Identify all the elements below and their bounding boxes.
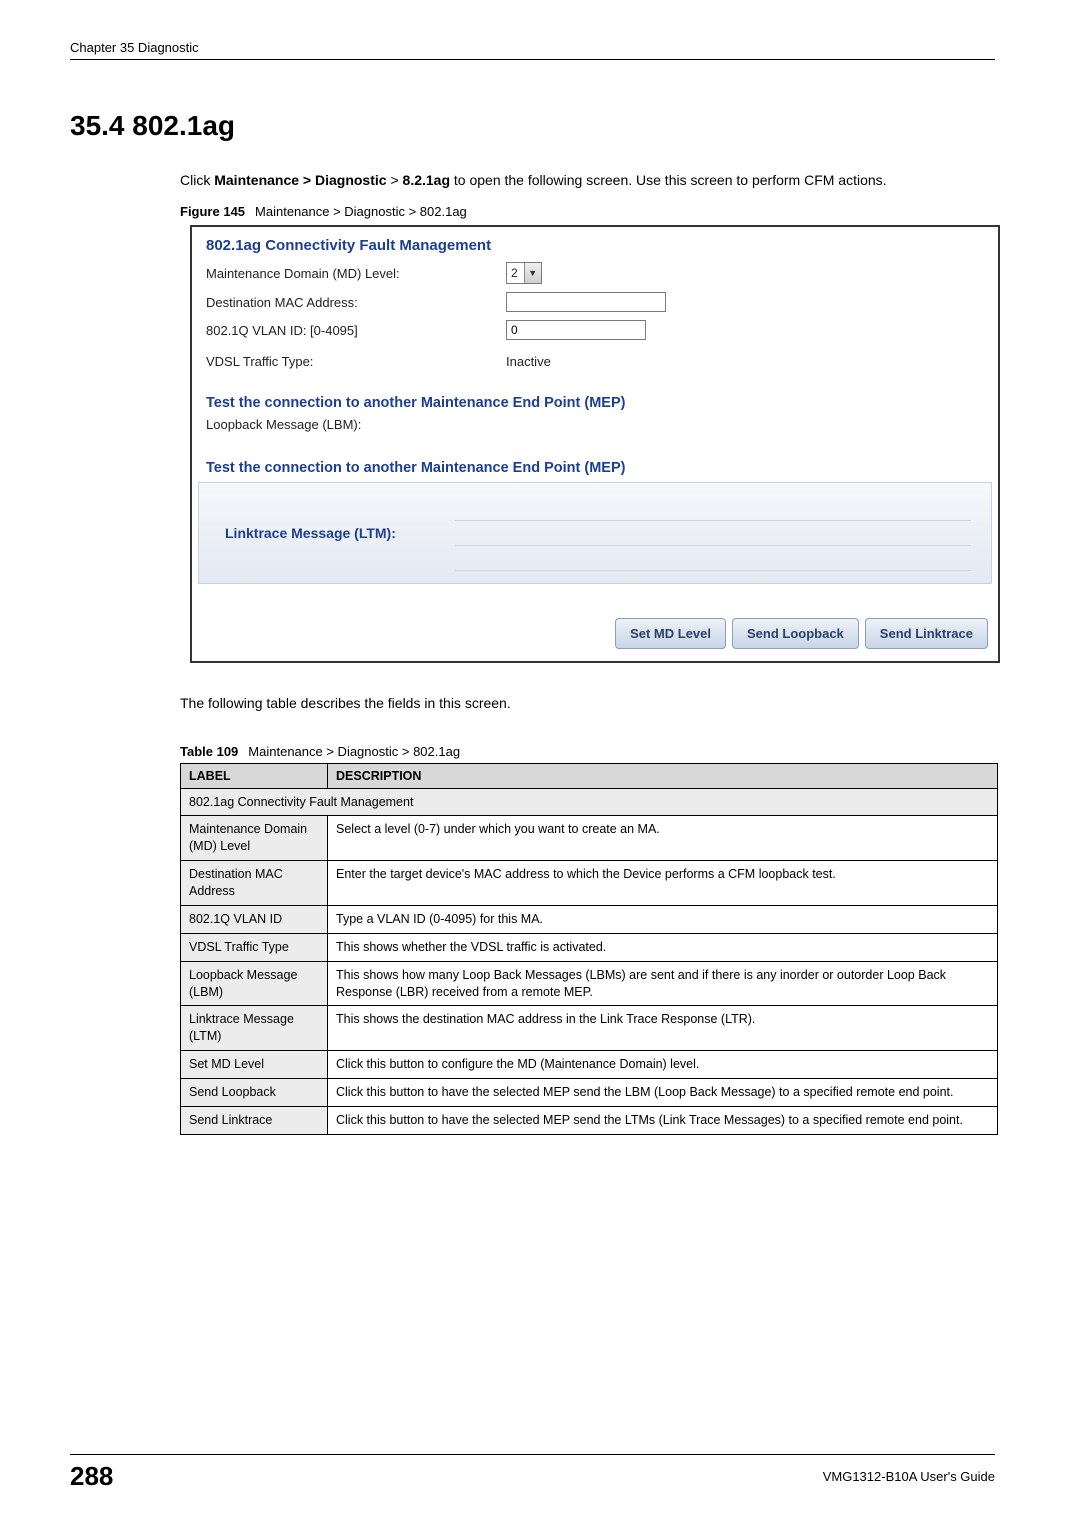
- vlan-input[interactable]: [506, 320, 646, 340]
- cell-label: Destination MAC Address: [181, 861, 328, 906]
- send-linktrace-button[interactable]: Send Linktrace: [865, 618, 988, 649]
- subhead-mep1: Test the connection to another Maintenan…: [192, 373, 998, 413]
- cell-desc: This shows how many Loop Back Messages (…: [328, 961, 998, 1006]
- vdsl-value: Inactive: [506, 354, 551, 369]
- mac-input[interactable]: [506, 292, 666, 312]
- cell-desc: Click this button to configure the MD (M…: [328, 1051, 998, 1079]
- figure-label: Figure 145: [180, 204, 245, 219]
- send-loopback-button[interactable]: Send Loopback: [732, 618, 859, 649]
- cell-label: Maintenance Domain (MD) Level: [181, 816, 328, 861]
- intro-bold1: Maintenance > Diagnostic: [214, 172, 386, 188]
- intro-bold2: 8.2.1ag: [403, 172, 450, 188]
- intro-post: to open the following screen. Use this s…: [450, 172, 887, 188]
- ltm-label: Linktrace Message (LTM):: [199, 525, 455, 541]
- footer-rule: [70, 1454, 995, 1455]
- button-row: Set MD Level Send Loopback Send Linktrac…: [192, 588, 998, 661]
- cell-desc: Type a VLAN ID (0-4095) for this MA.: [328, 905, 998, 933]
- vlan-label: 802.1Q VLAN ID: [0-4095]: [206, 323, 506, 338]
- subhead-mep2: Test the connection to another Maintenan…: [192, 454, 998, 478]
- cell-desc: Enter the target device's MAC address to…: [328, 861, 998, 906]
- table-caption-text: Maintenance > Diagnostic > 802.1ag: [248, 744, 460, 759]
- row-vlan: 802.1Q VLAN ID: [0-4095]: [192, 316, 998, 344]
- description-table: LABEL DESCRIPTION 802.1ag Connectivity F…: [180, 763, 998, 1135]
- ltm-line: [455, 521, 971, 546]
- guide-name: VMG1312-B10A User's Guide: [823, 1469, 995, 1484]
- page-number: 288: [70, 1461, 113, 1492]
- intro-mid: >: [387, 172, 403, 188]
- ltm-line: [455, 496, 971, 521]
- running-head: Chapter 35 Diagnostic: [70, 40, 995, 55]
- vdsl-label: VDSL Traffic Type:: [206, 354, 506, 369]
- intro-paragraph: Click Maintenance > Diagnostic > 8.2.1ag…: [180, 170, 990, 190]
- row-vdsl: VDSL Traffic Type: Inactive: [192, 344, 998, 373]
- table-intro: The following table describes the fields…: [180, 693, 990, 713]
- row-md-level: Maintenance Domain (MD) Level: 2 ▼: [192, 258, 998, 288]
- table-caption: Table 109 Maintenance > Diagnostic > 802.…: [180, 744, 995, 759]
- cell-label: VDSL Traffic Type: [181, 933, 328, 961]
- th-label: LABEL: [181, 763, 328, 788]
- set-md-level-button[interactable]: Set MD Level: [615, 618, 726, 649]
- ltm-block: Linktrace Message (LTM):: [198, 482, 992, 584]
- cell-label: Send Loopback: [181, 1079, 328, 1107]
- cell-desc: Click this button to have the selected M…: [328, 1106, 998, 1134]
- section-heading: 35.4 802.1ag: [70, 110, 995, 142]
- cell-label: 802.1Q VLAN ID: [181, 905, 328, 933]
- cell-label: Linktrace Message (LTM): [181, 1006, 328, 1051]
- ltm-line: [455, 546, 971, 571]
- intro-pre: Click: [180, 172, 214, 188]
- md-level-select[interactable]: 2 ▼: [506, 262, 542, 284]
- cell-label: Send Linktrace: [181, 1106, 328, 1134]
- table-label: Table 109: [180, 744, 238, 759]
- table-subhead: 802.1ag Connectivity Fault Management: [181, 788, 998, 816]
- lbm-label: Loopback Message (LBM):: [192, 413, 998, 454]
- cell-desc: This shows whether the VDSL traffic is a…: [328, 933, 998, 961]
- th-desc: DESCRIPTION: [328, 763, 998, 788]
- top-rule: [70, 59, 995, 60]
- row-mac: Destination MAC Address:: [192, 288, 998, 316]
- figure-caption: Figure 145 Maintenance > Diagnostic > 802…: [180, 204, 995, 219]
- ltm-lines: [455, 496, 991, 571]
- chevron-down-icon[interactable]: ▼: [524, 263, 541, 283]
- figure-caption-text: Maintenance > Diagnostic > 802.1ag: [255, 204, 467, 219]
- panel-title: 802.1ag Connectivity Fault Management: [192, 227, 998, 258]
- cell-desc: This shows the destination MAC address i…: [328, 1006, 998, 1051]
- mac-label: Destination MAC Address:: [206, 295, 506, 310]
- md-level-label: Maintenance Domain (MD) Level:: [206, 266, 506, 281]
- cell-label: Set MD Level: [181, 1051, 328, 1079]
- md-level-value: 2: [507, 266, 524, 280]
- cell-desc: Select a level (0-7) under which you wan…: [328, 816, 998, 861]
- cell-desc: Click this button to have the selected M…: [328, 1079, 998, 1107]
- footer: 288 VMG1312-B10A User's Guide: [70, 1454, 995, 1492]
- screenshot-panel: 802.1ag Connectivity Fault Management Ma…: [190, 225, 1000, 663]
- cell-label: Loopback Message (LBM): [181, 961, 328, 1006]
